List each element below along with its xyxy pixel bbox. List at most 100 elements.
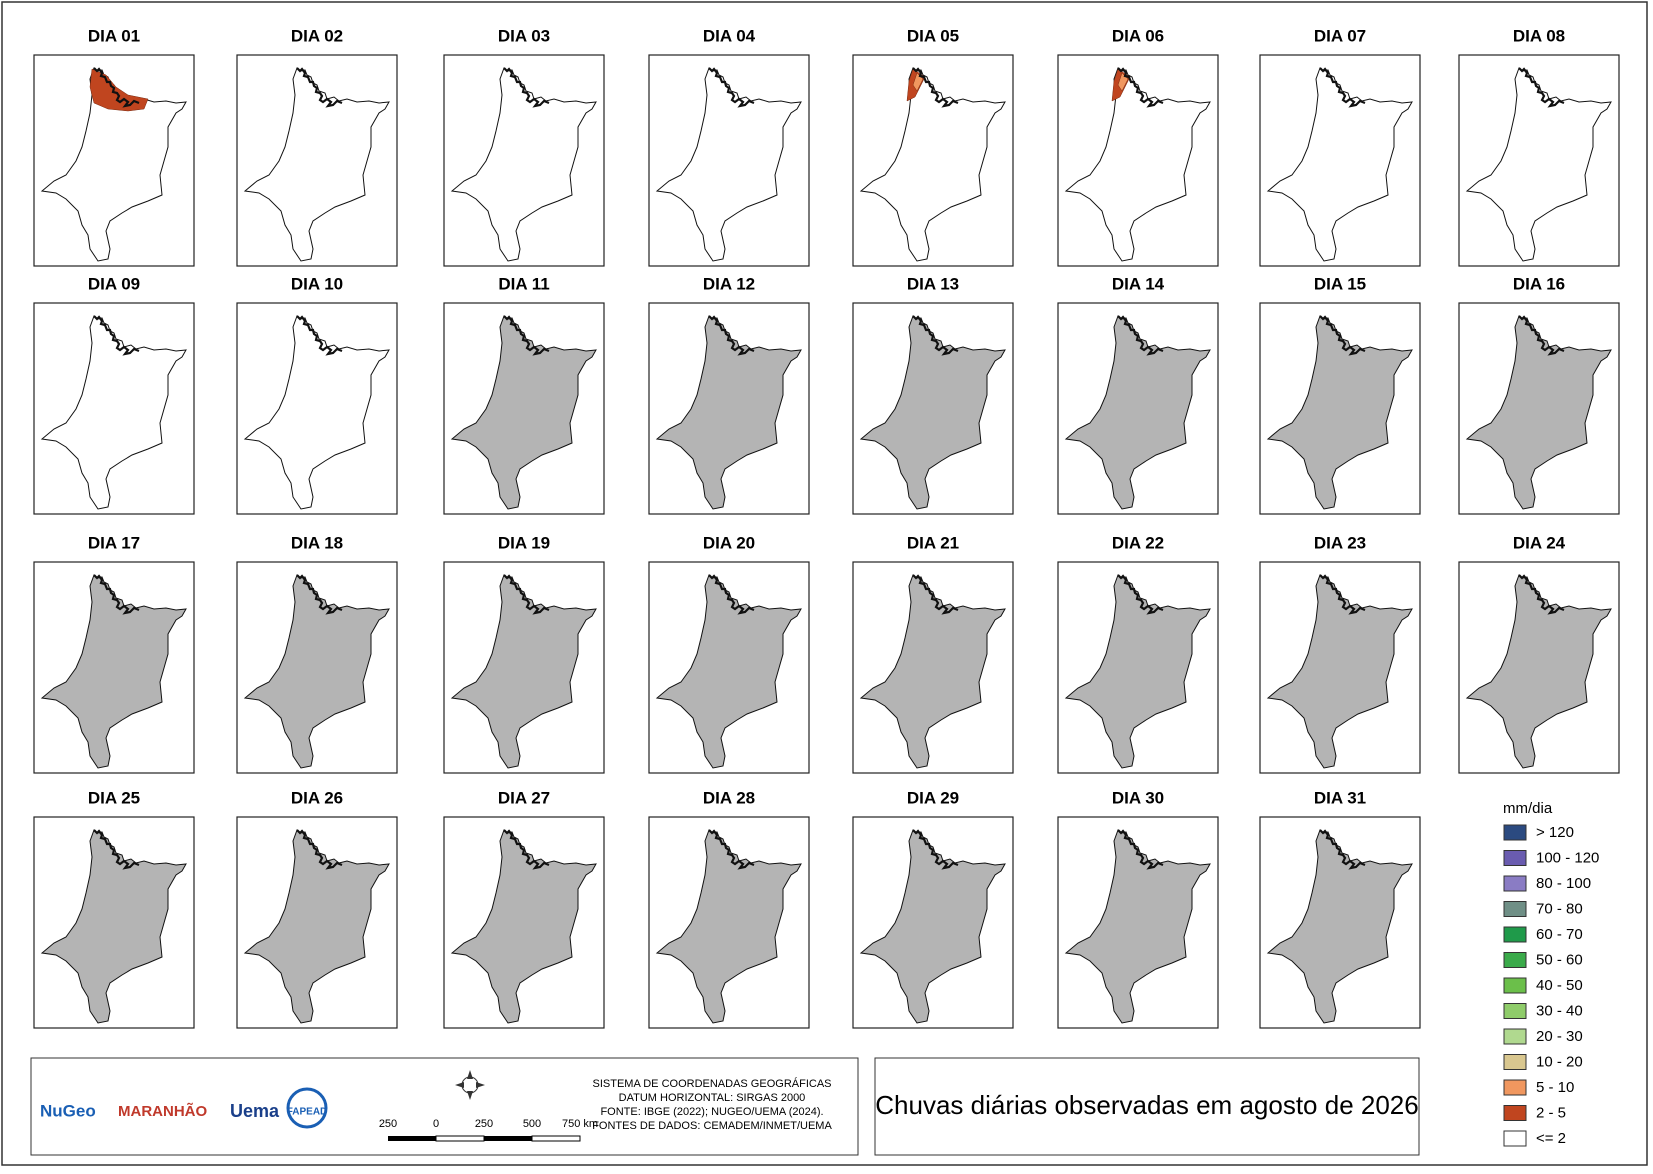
legend-swatch [1503, 952, 1527, 968]
state-map [1064, 67, 1211, 262]
legend-swatch [1503, 1003, 1527, 1019]
logo: NuGeo [40, 1101, 96, 1120]
state-shape [243, 829, 390, 1024]
scale-label: 500 [523, 1118, 541, 1130]
state-shape [243, 574, 390, 769]
legend-swatch [1503, 850, 1527, 866]
legend-label: 40 - 50 [1536, 977, 1583, 994]
state-shape [1465, 574, 1612, 769]
legend-swatch [1503, 1130, 1527, 1147]
coastline [708, 829, 755, 870]
legend-label: 60 - 70 [1536, 926, 1583, 943]
state-shape [1064, 829, 1211, 1024]
panel-title: DIA 06 [1112, 26, 1164, 45]
state-shape [450, 67, 597, 262]
coastline [1518, 315, 1565, 356]
legend-swatch [1503, 824, 1527, 841]
coastline [93, 574, 140, 615]
panel-title: DIA 08 [1513, 26, 1565, 45]
panel-title: DIA 10 [291, 274, 343, 293]
state-shape [1465, 315, 1612, 510]
panel-title: DIA 19 [498, 533, 550, 552]
state-shape [450, 574, 597, 769]
title-box [874, 1057, 1420, 1156]
state-map [40, 829, 187, 1024]
state-shape [450, 315, 597, 510]
state-map [1064, 829, 1211, 1024]
legend-label: 30 - 40 [1536, 1002, 1583, 1019]
logo: Uema [230, 1101, 280, 1121]
state-shape [1266, 829, 1413, 1024]
state-map [655, 315, 802, 510]
coastline [503, 574, 550, 615]
legend-label: 70 - 80 [1536, 900, 1583, 917]
panel-title: DIA 22 [1112, 533, 1164, 552]
scale-bar [388, 1135, 581, 1142]
panel-title: DIA 30 [1112, 788, 1164, 807]
scale-label: 0 [433, 1118, 439, 1130]
legend-swatch [1503, 977, 1527, 994]
state-shape [1266, 67, 1413, 262]
panel-title: DIA 01 [88, 26, 140, 45]
state-shape [243, 315, 390, 510]
state-shape [859, 574, 1006, 769]
state-map [243, 67, 390, 262]
panel-title: DIA 16 [1513, 274, 1565, 293]
info-line: DATUM HORIZONTAL: SIRGAS 2000 [619, 1092, 806, 1104]
state-shape [1266, 574, 1413, 769]
coastline [912, 574, 959, 615]
legend-label: 50 - 60 [1536, 951, 1583, 968]
coastline [93, 315, 140, 356]
coastline [93, 829, 140, 870]
legend-label: 5 - 10 [1536, 1079, 1574, 1096]
logo-badge [286, 1087, 328, 1129]
info-line: FONTES DE DADOS: CEMADEM/INMET/UEMA [592, 1120, 832, 1132]
state-shape [40, 829, 187, 1024]
legend-label: > 120 [1536, 824, 1574, 841]
panel-title: DIA 17 [88, 533, 140, 552]
coastline [1319, 67, 1366, 108]
panel-title: DIA 14 [1112, 274, 1165, 293]
legend-swatch [1503, 1105, 1527, 1121]
panel-title: DIA 21 [907, 533, 959, 552]
legend-label: 10 - 20 [1536, 1053, 1583, 1070]
state-shape [859, 67, 1006, 262]
legend-label: 2 - 5 [1536, 1104, 1566, 1121]
panel-title: DIA 25 [88, 788, 140, 807]
coastline [912, 829, 959, 870]
state-shape [40, 574, 187, 769]
state-shape [40, 315, 187, 510]
state-map [655, 829, 802, 1024]
state-map [1465, 67, 1612, 262]
state-map [859, 829, 1006, 1024]
coastline [1117, 67, 1164, 108]
info-line: SISTEMA DE COORDENADAS GEOGRÁFICAS [593, 1077, 832, 1090]
coastline [1518, 574, 1565, 615]
state-map [1465, 315, 1612, 510]
logo: FAPEAD [287, 1107, 328, 1118]
panel-title: DIA 09 [88, 274, 140, 293]
state-shape [859, 829, 1006, 1024]
coastline [1319, 574, 1366, 615]
panel-title: DIA 29 [907, 788, 959, 807]
panel-title: DIA 28 [703, 788, 755, 807]
panel-title: DIA 27 [498, 788, 550, 807]
state-map [243, 315, 390, 510]
state-map [1064, 315, 1211, 510]
state-map [243, 574, 390, 769]
panel-title: DIA 15 [1314, 274, 1366, 293]
legend-swatch [1503, 875, 1527, 892]
panel-title: DIA 26 [291, 788, 343, 807]
scale-label: 250 [475, 1118, 493, 1130]
legend-label: <= 2 [1536, 1130, 1566, 1147]
state-map [40, 67, 187, 262]
legend-label: 100 - 120 [1536, 849, 1599, 866]
legend-label: 20 - 30 [1536, 1028, 1583, 1045]
state-shape [655, 829, 802, 1024]
scale-label: 750 km [562, 1118, 598, 1130]
logo: MARANHÃO [118, 1102, 207, 1120]
coastline [503, 67, 550, 108]
state-map [450, 574, 597, 769]
coastline [296, 574, 343, 615]
